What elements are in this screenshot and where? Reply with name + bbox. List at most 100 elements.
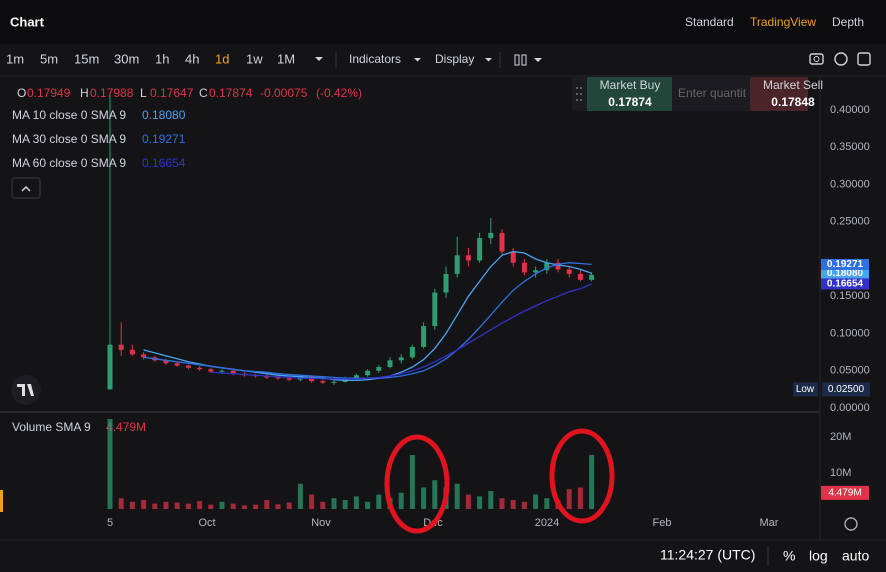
volume-bar	[275, 504, 281, 509]
view-tab[interactable]: Depth	[832, 15, 864, 29]
fullscreen-icon[interactable]	[857, 52, 871, 66]
candle-body	[264, 375, 270, 378]
legend-value: 0.16654	[142, 156, 186, 170]
y-tick-label: 0.25000	[830, 216, 870, 228]
candle-body	[443, 273, 449, 293]
market-sell-button[interactable]	[750, 77, 808, 111]
volume-bar	[510, 500, 516, 509]
screenshot-icon[interactable]	[809, 53, 824, 65]
y-tick-label: 0.10000	[830, 327, 870, 339]
volume-bar	[141, 500, 147, 509]
interval-button[interactable]: 1w	[246, 51, 263, 66]
tv-logo	[11, 375, 41, 405]
low-tag	[793, 382, 818, 397]
ohlc-key: O	[17, 86, 26, 100]
volume-bar	[230, 503, 236, 509]
interval-button[interactable]: 5m	[40, 51, 58, 66]
volume-bar	[253, 504, 259, 509]
volume-bar	[421, 487, 427, 509]
interval-button[interactable]: 4h	[185, 51, 199, 66]
candle-body	[566, 269, 572, 274]
candle-body	[477, 238, 483, 261]
time-axis-settings[interactable]	[844, 517, 858, 531]
ohlc-key: L	[140, 86, 147, 100]
interval-button[interactable]: 1M	[277, 51, 295, 66]
interval-button[interactable]: 1m	[6, 51, 24, 66]
buy-price: 0.17874	[608, 95, 652, 109]
ohlc-key: C	[199, 86, 208, 100]
interval-button[interactable]: 1d	[215, 51, 229, 66]
chart-type-icon[interactable]	[514, 54, 542, 66]
collapse-legend[interactable]	[11, 177, 41, 199]
menu-arrow	[485, 58, 492, 62]
annotation-circle	[549, 428, 615, 524]
candle-body	[432, 292, 438, 327]
candle-body	[398, 357, 404, 361]
candle-body	[544, 262, 550, 271]
candle-body	[454, 255, 460, 274]
legend-value: 0.19271	[142, 132, 186, 146]
interval-button[interactable]: 15m	[74, 51, 99, 66]
menu-button[interactable]: Indicators	[349, 52, 401, 66]
quantity-input[interactable]: Enter quantit	[678, 86, 747, 100]
volume-bar	[185, 503, 191, 509]
volume-badge-label: 4.479M	[828, 488, 861, 499]
menu-button[interactable]: Display	[435, 52, 474, 66]
volume-bar	[219, 501, 225, 509]
candle-body	[555, 262, 561, 270]
candle-body	[118, 344, 124, 350]
volume-legend: Volume SMA 9	[12, 420, 91, 434]
volume-bar	[477, 496, 483, 509]
y-tick-label: 0.05000	[830, 365, 870, 377]
candle-body	[185, 365, 191, 368]
volume-bar	[533, 494, 539, 509]
interval-button[interactable]: 1h	[155, 51, 169, 66]
settings-icon[interactable]	[834, 52, 848, 66]
candle-body	[577, 273, 583, 280]
volume-bar	[589, 455, 595, 509]
volume-bar	[376, 494, 382, 509]
candle-body	[320, 381, 326, 383]
y-tick-label: 0.15000	[830, 290, 870, 302]
sell-label: Market Sell	[763, 78, 823, 92]
x-tick-label: Feb	[653, 517, 672, 529]
candle-body	[510, 251, 516, 263]
candle-body	[286, 378, 292, 380]
legend-value: 0.18080	[142, 108, 186, 122]
x-tick-label: 2024	[535, 517, 559, 529]
volume-bar	[309, 494, 315, 509]
low-badge-value: 0.02500	[828, 384, 865, 395]
candle-body	[331, 381, 337, 383]
volume-bar	[398, 492, 404, 509]
footer-button[interactable]: log	[809, 548, 828, 564]
x-tick-label: Oct	[198, 517, 215, 529]
footer-button[interactable]: %	[783, 548, 795, 564]
candle-body	[365, 370, 371, 376]
candle-body	[107, 344, 113, 390]
candle-body	[387, 360, 393, 368]
y-tick-label: 0.30000	[830, 178, 870, 190]
volume-bar	[409, 455, 415, 509]
volume-bar	[566, 489, 572, 509]
y-tick-label: 0.35000	[830, 141, 870, 153]
ohlc-value: 0.17874	[209, 86, 253, 100]
x-tick-label: Nov	[311, 517, 331, 529]
market-buy-button[interactable]	[587, 77, 672, 111]
candle-body	[230, 370, 236, 374]
legend-name: MA 10 close 0 SMA 9	[12, 108, 126, 122]
candle-body	[197, 367, 203, 370]
view-tab[interactable]: TradingView	[750, 15, 816, 29]
menu-arrow	[414, 58, 421, 62]
footer-button[interactable]: auto	[842, 548, 869, 564]
view-tab[interactable]: Standard	[685, 15, 734, 29]
interval-button[interactable]: 30m	[114, 51, 139, 66]
volume-bar	[331, 498, 337, 509]
ohlc-value: 0.17949	[27, 86, 71, 100]
annotation-circle	[384, 434, 450, 534]
buy-label: Market Buy	[600, 78, 661, 92]
more-intervals[interactable]	[315, 57, 323, 61]
y-tick-label: 0.00000	[830, 402, 870, 414]
volume-bar	[488, 491, 494, 509]
pane-handle	[0, 490, 3, 512]
volume-tick-label: 10M	[830, 467, 851, 479]
